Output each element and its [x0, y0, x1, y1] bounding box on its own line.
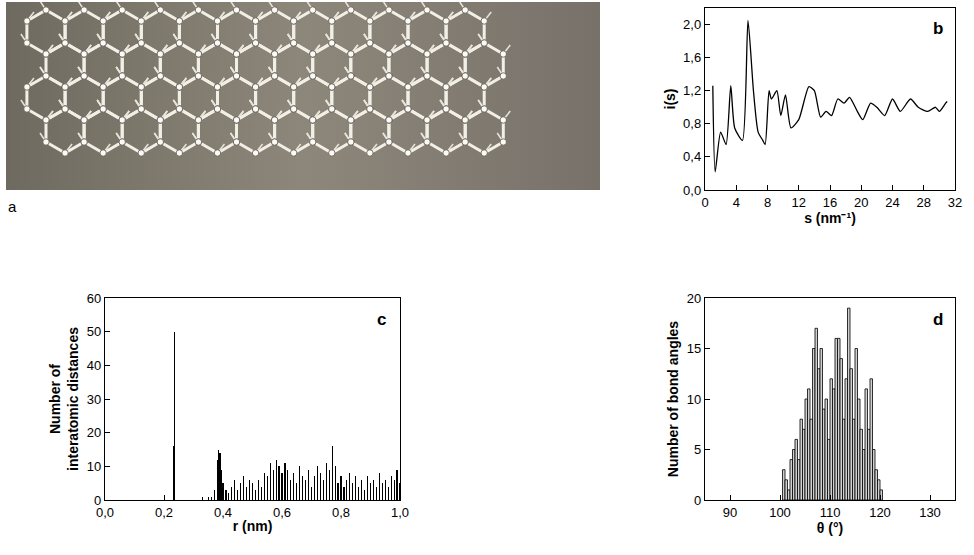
svg-text:30: 30	[87, 392, 101, 407]
svg-text:28: 28	[917, 195, 931, 210]
svg-text:0,4: 0,4	[214, 505, 232, 520]
svg-text:20: 20	[87, 425, 101, 440]
svg-text:0,6: 0,6	[273, 505, 291, 520]
svg-text:0,2: 0,2	[155, 505, 173, 520]
svg-text:50: 50	[87, 324, 101, 339]
svg-text:5: 5	[694, 442, 701, 457]
svg-text:Number ofinteratomic distances: Number ofinteratomic distances	[47, 327, 81, 471]
svg-text:20: 20	[854, 195, 868, 210]
svg-text:Number of bond angles: Number of bond angles	[665, 321, 681, 478]
svg-text:100: 100	[769, 505, 791, 520]
svg-text:2,0: 2,0	[683, 17, 701, 32]
svg-text:40: 40	[87, 358, 101, 373]
svg-text:24: 24	[885, 195, 899, 210]
svg-text:10: 10	[687, 392, 701, 407]
html-text:a: a	[8, 198, 17, 215]
svg-text:d: d	[933, 310, 943, 329]
svg-text:20: 20	[687, 291, 701, 306]
svg-text:0,0: 0,0	[96, 505, 114, 520]
svg-text:1,0: 1,0	[391, 505, 409, 520]
svg-text:r (nm): r (nm)	[233, 518, 273, 534]
svg-text:15: 15	[687, 341, 701, 356]
svg-text:0: 0	[694, 493, 701, 508]
svg-text:i(s): i(s)	[662, 89, 678, 110]
svg-text:10: 10	[87, 459, 101, 474]
svg-text:110: 110	[820, 505, 841, 520]
svg-text:1,6: 1,6	[683, 50, 701, 65]
svg-text:b: b	[933, 19, 943, 38]
svg-text:60: 60	[87, 291, 101, 306]
svg-text:120: 120	[869, 505, 891, 520]
svg-text:32: 32	[948, 195, 962, 210]
svg-text:0,8: 0,8	[683, 116, 701, 131]
svg-text:c: c	[377, 310, 386, 329]
svg-text:0,8: 0,8	[332, 505, 350, 520]
svg-text:1,2: 1,2	[683, 83, 701, 98]
svg-text:θ (°): θ (°)	[817, 520, 843, 536]
svg-text:4: 4	[733, 195, 740, 210]
svg-text:16: 16	[823, 195, 837, 210]
svg-text:0,4: 0,4	[683, 149, 701, 164]
svg-text:8: 8	[764, 195, 771, 210]
svg-text:0: 0	[701, 195, 708, 210]
svg-text:90: 90	[723, 505, 737, 520]
svg-text:0: 0	[94, 493, 101, 508]
svg-text:0,0: 0,0	[683, 183, 701, 198]
svg-text:130: 130	[919, 505, 941, 520]
svg-text:s (nm⁻¹): s (nm⁻¹)	[804, 210, 856, 226]
svg-text:12: 12	[792, 195, 806, 210]
